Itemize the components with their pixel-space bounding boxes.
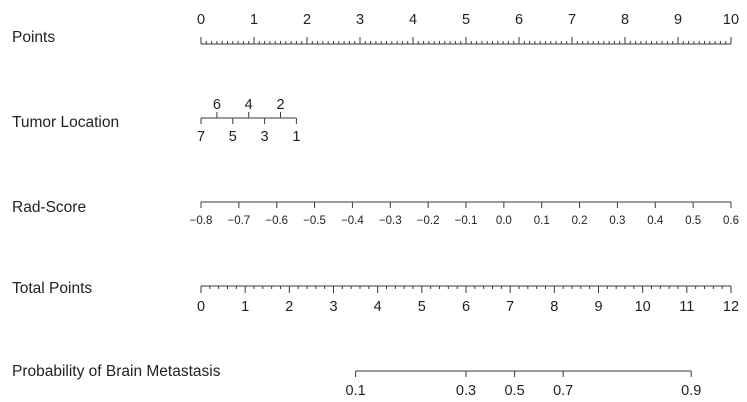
total-points-tick-label: 9 xyxy=(594,299,602,315)
rad-score-tick-label: −0.4 xyxy=(341,215,364,227)
probability-tick-label: 0.9 xyxy=(681,383,701,399)
tumor-location-tick-label: 5 xyxy=(229,129,237,145)
total-points-tick-label: 12 xyxy=(723,299,739,315)
total-points-tick-label: 7 xyxy=(506,299,514,315)
points-tick-label: 7 xyxy=(568,12,576,28)
rad-score-tick-label: −0.6 xyxy=(265,215,288,227)
total-points-tick-label: 2 xyxy=(285,299,293,315)
total-points-tick-label: 8 xyxy=(550,299,558,315)
row-label-rad-score: Rad-Score xyxy=(12,199,86,216)
rad-score-tick-label: 0.4 xyxy=(647,215,664,227)
total-points-tick-label: 1 xyxy=(241,299,249,315)
row-label-points: Points xyxy=(12,29,55,46)
tumor-location-tick-label: 7 xyxy=(197,129,205,145)
rad-score-tick-label: 0.3 xyxy=(609,215,625,227)
total-points-tick-label: 6 xyxy=(462,299,470,315)
row-label-probability: Probability of Brain Metastasis xyxy=(12,363,221,380)
rad-score-tick-label: −0.3 xyxy=(379,215,402,227)
rad-score-tick-label: 0.6 xyxy=(723,215,739,227)
tumor-location-tick-label: 1 xyxy=(292,129,300,145)
total-points-tick-label: 10 xyxy=(635,299,651,315)
rad-score-tick-label: −0.2 xyxy=(417,215,440,227)
total-points-tick-label: 3 xyxy=(329,299,337,315)
points-tick-label: 2 xyxy=(303,12,311,28)
probability-tick-label: 0.3 xyxy=(456,383,476,399)
rad-score-tick-label: 0.5 xyxy=(685,215,701,227)
rad-score-tick-label: 0.0 xyxy=(496,215,512,227)
rad-score-tick-label: −0.5 xyxy=(303,215,326,227)
rad-score-tick-label: −0.1 xyxy=(455,215,478,227)
tumor-location-tick-label: 2 xyxy=(276,97,284,113)
rad-score-tick-label: 0.1 xyxy=(534,215,550,227)
tumor-location-tick-label: 4 xyxy=(245,97,253,113)
points-tick-label: 0 xyxy=(197,12,205,28)
probability-tick-label: 0.7 xyxy=(553,383,573,399)
points-tick-label: 5 xyxy=(462,12,470,28)
total-points-tick-label: 4 xyxy=(374,299,382,315)
rad-score-tick-label: 0.2 xyxy=(572,215,588,227)
points-tick-label: 1 xyxy=(250,12,258,28)
rad-score-tick-label: −0.8 xyxy=(190,215,213,227)
row-label-total-points: Total Points xyxy=(12,280,92,297)
points-tick-label: 10 xyxy=(723,12,739,28)
tumor-location-tick-label: 6 xyxy=(213,97,221,113)
points-tick-label: 6 xyxy=(515,12,523,28)
rad-score-tick-label: −0.7 xyxy=(227,215,250,227)
points-tick-label: 4 xyxy=(409,12,417,28)
probability-tick-label: 0.1 xyxy=(345,383,365,399)
points-tick-label: 3 xyxy=(356,12,364,28)
total-points-tick-label: 5 xyxy=(418,299,426,315)
tumor-location-tick-label: 3 xyxy=(261,129,269,145)
total-points-tick-label: 11 xyxy=(679,299,694,315)
points-tick-label: 8 xyxy=(621,12,629,28)
points-tick-label: 9 xyxy=(674,12,682,28)
total-points-tick-label: 0 xyxy=(197,299,205,315)
row-label-tumor-location: Tumor Location xyxy=(12,114,119,131)
probability-tick-label: 0.5 xyxy=(504,383,524,399)
